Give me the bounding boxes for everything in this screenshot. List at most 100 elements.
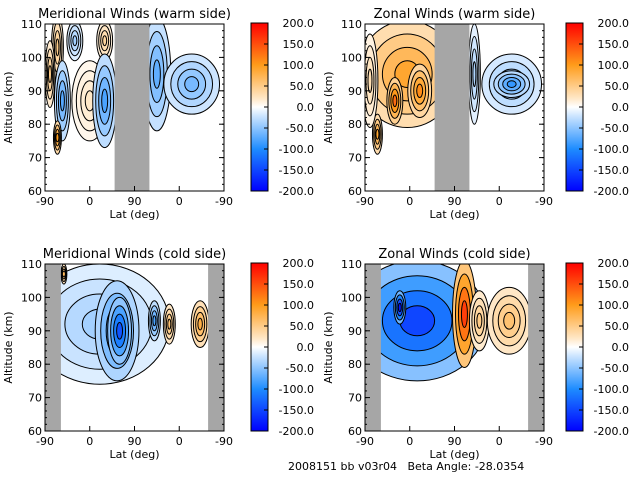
contour-feature	[375, 128, 380, 140]
x-axis-label: Lat (deg)	[110, 448, 160, 461]
colorbar-tick-label: 50.0	[290, 80, 315, 93]
colorbar-tick-label: 0.0	[612, 341, 630, 354]
contour-feature	[152, 59, 161, 89]
colorbar-tick-label: -200.0	[279, 185, 314, 198]
contour-feature	[367, 68, 373, 93]
contour-feature	[152, 315, 157, 327]
y-tick-label: 80	[348, 358, 362, 371]
colorbar-tick-label: 150.0	[283, 278, 315, 291]
x-tick-label: -90	[535, 195, 553, 208]
panel-title: Meridional Winds (cold side)	[43, 247, 226, 262]
contour-feature	[392, 94, 398, 108]
contour-feature	[460, 300, 468, 328]
colorbar-tick-label: 200.0	[283, 17, 315, 30]
x-tick-label: -90	[535, 435, 553, 448]
no-data-band	[434, 24, 455, 191]
y-tick-label: 100	[21, 291, 42, 304]
x-tick-label: -90	[36, 195, 54, 208]
contour-feature	[416, 83, 424, 98]
contour-feature	[476, 312, 483, 329]
y-tick-label: 110	[21, 258, 42, 271]
colorbar-tick-label: -100.0	[594, 143, 629, 156]
x-tick-label: -90	[356, 195, 374, 208]
colorbar-tick-label: 150.0	[598, 278, 630, 291]
x-tick-label: -90	[36, 435, 54, 448]
colorbar-tick-label: -150.0	[594, 404, 629, 417]
y-tick-label: 110	[21, 18, 42, 31]
colorbar-tick-label: -50.0	[601, 362, 629, 375]
x-axis-label: Lat (deg)	[430, 448, 480, 461]
colorbar-tick-label: -200.0	[279, 425, 314, 438]
colorbar-tick-label: 150.0	[283, 38, 315, 51]
x-tick-label: 0	[406, 195, 413, 208]
colorbar-tick-label: -50.0	[286, 122, 314, 135]
y-axis-label: Altitude (km)	[322, 311, 335, 383]
colorbar-tick-label: -50.0	[286, 362, 314, 375]
footer-info: 2008151 bb v03r04 Beta Angle: -28.0354	[288, 460, 525, 473]
y-tick-label: 100	[341, 291, 362, 304]
contour-layer	[365, 264, 532, 382]
colorbar-tick-label: -100.0	[594, 383, 629, 396]
x-tick-label: 90	[448, 435, 462, 448]
y-tick-label: 70	[348, 392, 362, 405]
colorbar-tick-label: 50.0	[290, 320, 315, 333]
x-tick-label: 90	[448, 195, 462, 208]
colorbar-tick-label: 50.0	[605, 320, 630, 333]
colorbar-tick-label: -100.0	[279, 143, 314, 156]
y-axis-label: Altitude (km)	[322, 71, 335, 143]
contour-feature	[102, 35, 108, 47]
colorbar-tick-label: 0.0	[297, 101, 315, 114]
contour-feature	[101, 88, 109, 114]
panel-title: Zonal Winds (cold side)	[378, 247, 530, 262]
no-data-band	[528, 264, 544, 431]
colorbar-tick-label: 100.0	[283, 59, 315, 72]
contour-feature	[72, 35, 78, 47]
no-data-band	[45, 264, 61, 431]
x-tick-label: 0	[176, 195, 183, 208]
y-tick-label: 90	[348, 85, 362, 98]
y-tick-label: 100	[21, 51, 42, 64]
contour-feature	[472, 61, 477, 88]
y-tick-label: 80	[28, 358, 42, 371]
x-tick-label: 0	[496, 195, 503, 208]
no-data-band	[134, 24, 150, 191]
colorbar-tick-label: -150.0	[279, 164, 314, 177]
y-tick-label: 100	[341, 51, 362, 64]
colorbar-tick-label: -150.0	[594, 164, 629, 177]
x-axis-label: Lat (deg)	[430, 208, 480, 221]
colorbar-tick-label: -200.0	[594, 185, 629, 198]
colorbar-tick-label: -100.0	[279, 383, 314, 396]
contour-feature	[61, 271, 66, 278]
contour-feature	[116, 321, 124, 340]
y-axis-label: Altitude (km)	[2, 311, 15, 383]
y-tick-label: 80	[28, 118, 42, 131]
contour-layer	[45, 264, 210, 385]
no-data-band	[365, 264, 381, 431]
x-tick-label: 0	[496, 435, 503, 448]
contour-feature	[55, 38, 60, 57]
x-tick-label: -90	[215, 195, 233, 208]
no-data-band	[114, 24, 135, 191]
colorbar-tick-label: 0.0	[297, 341, 315, 354]
y-tick-label: 110	[341, 258, 362, 271]
panel-title: Meridional Winds (warm side)	[38, 7, 231, 22]
contour-feature	[55, 132, 60, 143]
x-axis-label: Lat (deg)	[110, 208, 160, 221]
x-tick-label: -90	[356, 435, 374, 448]
contour-feature	[503, 311, 516, 330]
colorbar-tick-label: 100.0	[283, 299, 315, 312]
x-tick-label: 90	[128, 195, 142, 208]
y-tick-label: 60	[28, 425, 42, 438]
y-tick-label: 110	[341, 18, 362, 31]
y-tick-label: 70	[28, 392, 42, 405]
colorbar-tick-label: 200.0	[598, 17, 630, 30]
contour-feature	[167, 318, 172, 330]
contour-feature	[59, 90, 65, 112]
colorbar-tick-label: 0.0	[612, 101, 630, 114]
x-tick-label: 0	[86, 195, 93, 208]
no-data-band	[208, 264, 224, 431]
